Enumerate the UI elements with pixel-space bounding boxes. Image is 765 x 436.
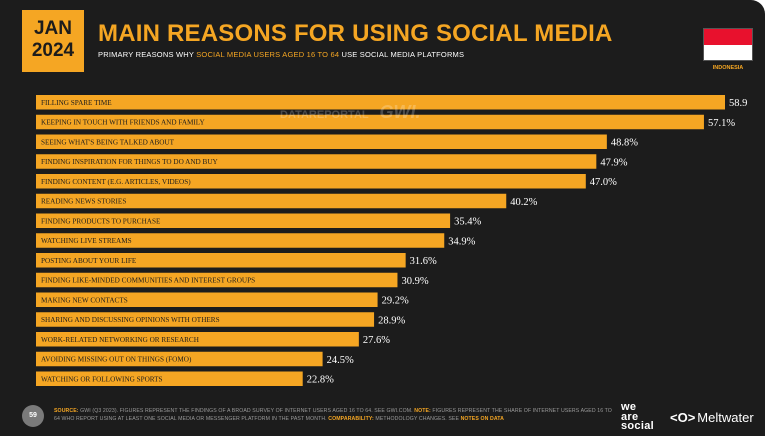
bar-value-label: 24.5%: [327, 355, 354, 366]
country-label: INDONESIA: [712, 65, 744, 71]
bar: [36, 253, 406, 268]
watermark: DATAREPORTAL GWI.: [280, 102, 420, 123]
logo-word-we: we: [621, 401, 637, 413]
subtitle-suffix: USE SOCIAL MEDIA PLATFORMS: [341, 50, 465, 59]
bar: [36, 233, 445, 248]
meltwater-logo: <O> Meltwater: [670, 410, 754, 425]
bar-value-label: 30.9%: [401, 276, 428, 287]
bar-value-label: 47.9%: [600, 157, 627, 168]
bar: [36, 193, 507, 209]
page-number: 59: [22, 405, 44, 427]
page-title: MAIN REASONS FOR USING SOCIAL MEDIA: [98, 20, 613, 47]
bar: [36, 371, 303, 386]
logo-word-social: social: [621, 420, 654, 432]
bar-category-label: SHARING AND DISCUSSING OPINIONS WITH OTH…: [41, 316, 220, 324]
bar-category-label: WORK-RELATED NETWORKING OR RESEARCH: [41, 336, 199, 344]
bar: [36, 154, 597, 169]
flag-red-band: [704, 29, 752, 45]
comparability-text: METHODOLOGY CHANGES. SEE: [375, 415, 460, 422]
comparability-key: COMPARABILITY:: [328, 415, 374, 422]
date-badge: JAN 2024: [22, 10, 84, 72]
bar-value-label: 29.2%: [382, 296, 409, 307]
bar-chart: FILLING SPARE TIME 58.9 KEEPING IN TOUCH W…: [36, 95, 747, 386]
bar-value-label: 27.6%: [363, 335, 390, 346]
bar: [36, 292, 378, 307]
bar-category-label: FINDING INSPIRATION FOR THINGS TO DO AND…: [41, 158, 219, 166]
bar: [36, 114, 704, 130]
subtitle-highlight: SOCIAL MEDIA USERS AGED 16 TO 64: [196, 50, 340, 59]
bar-category-label: FINDING CONTENT (E.G. ARTICLES, VIDEOS): [41, 178, 191, 186]
bar-value-label: 35.4%: [454, 217, 481, 228]
bar: [36, 134, 607, 149]
bar: [36, 213, 451, 228]
bar: [36, 272, 398, 288]
bar-category-label: FILLING SPARE TIME: [41, 99, 112, 107]
bar-category-label: FINDING LIKE-MINDED COMMUNITIES AND INTE…: [41, 277, 255, 285]
bar-category-label: WATCHING LIVE STREAMS: [41, 237, 132, 245]
date-year: 2024: [31, 40, 75, 61]
footer-notes: SOURCE: GWI (Q3 2023). FIGURES REPRESENT…: [54, 408, 614, 423]
bar-value-label: 31.6%: [410, 256, 437, 267]
meltwater-symbol-icon: <O>: [670, 410, 696, 425]
we-are-social-logo: we are social: [621, 401, 654, 432]
bar-category-label: MAKING NEW CONTACTS: [41, 296, 128, 304]
notes-on-data-link[interactable]: NOTES ON DATA: [460, 415, 505, 422]
bar: [36, 312, 375, 327]
note-text: FIGURES REPRESENT THE SHARE OF INTERNET …: [54, 408, 612, 422]
bar-category-label: WATCHING OR FOLLOWING SPORTS: [41, 375, 163, 383]
bar-value-label: 58.9: [729, 98, 747, 109]
subtitle-prefix: PRIMARY REASONS WHY: [98, 50, 194, 59]
date-month: JAN: [33, 18, 72, 39]
bar-value-label: 57.1%: [708, 118, 735, 129]
page-subtitle: PRIMARY REASONS WHY SOCIAL MEDIA USERS A…: [98, 50, 464, 59]
source-text: GWI (Q3 2023). FIGURES REPRESENT THE FIN…: [80, 408, 413, 414]
bar-category-label: KEEPING IN TOUCH WITH FRIENDS AND FAMILY: [41, 119, 205, 127]
bar-category-label: POSTING ABOUT YOUR LIFE: [41, 257, 137, 265]
bar-value-label: 48.8%: [611, 138, 638, 149]
watermark-datareportal: DATAREPORTAL: [280, 109, 369, 121]
bar: [36, 174, 586, 189]
indonesia-flag-icon: [703, 28, 753, 61]
bar: [36, 332, 359, 347]
bar-value-label: 40.2%: [510, 197, 537, 208]
bar-value-label: 22.8%: [307, 375, 334, 386]
bar-category-label: AVOIDING MISSING OUT ON THINGS (FOMO): [41, 356, 192, 364]
bar: [36, 95, 725, 110]
source-key: SOURCE:: [54, 408, 79, 414]
bar-category-label: SEEING WHAT'S BEING TALKED ABOUT: [41, 138, 175, 146]
bar-category-label: READING NEWS STORIES: [41, 198, 126, 206]
watermark-gwi: GWI.: [379, 102, 421, 122]
flag-white-band: [704, 44, 752, 60]
note-key: NOTE:: [414, 408, 431, 414]
logo-word-are: are: [621, 410, 639, 423]
bar-value-label: 28.9%: [378, 315, 405, 326]
bar-value-label: 47.0%: [590, 177, 617, 188]
bar-category-label: FINDING PRODUCTS TO PURCHASE: [41, 217, 161, 225]
bar-value-label: 34.9%: [448, 236, 475, 247]
bar: [36, 351, 323, 367]
meltwater-name: Meltwater: [697, 410, 754, 425]
